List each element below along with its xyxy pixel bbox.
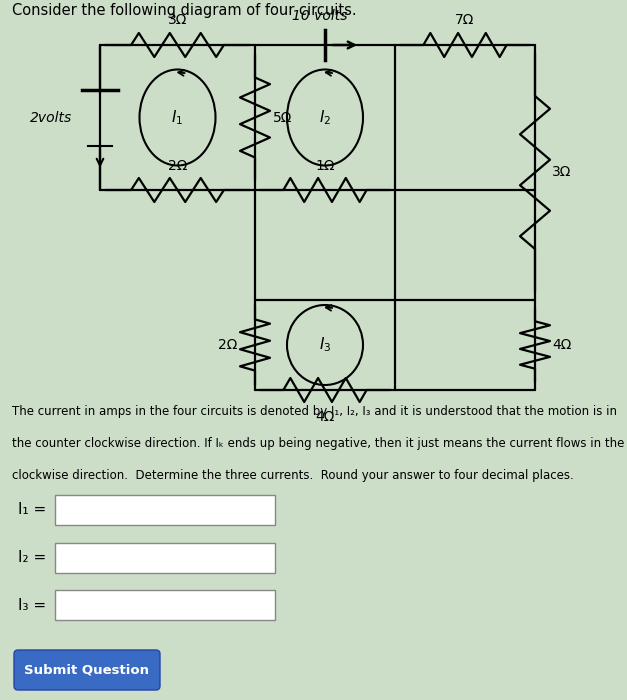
Text: 2volts: 2volts bbox=[29, 111, 72, 125]
Text: the counter clockwise direction. If Iₖ ends up being negative, then it just mean: the counter clockwise direction. If Iₖ e… bbox=[12, 437, 624, 450]
Text: $I_1$: $I_1$ bbox=[171, 108, 184, 127]
FancyBboxPatch shape bbox=[55, 590, 275, 620]
Text: 3Ω: 3Ω bbox=[168, 13, 187, 27]
Text: Consider the following diagram of four circuits.: Consider the following diagram of four c… bbox=[12, 3, 357, 18]
Text: clockwise direction.  Determine the three currents.  Round your answer to four d: clockwise direction. Determine the three… bbox=[12, 469, 574, 482]
Text: 5Ω: 5Ω bbox=[273, 111, 292, 125]
Text: $I_2$: $I_2$ bbox=[319, 108, 331, 127]
Text: 4Ω: 4Ω bbox=[552, 338, 571, 352]
Text: 10 volts: 10 volts bbox=[292, 9, 348, 23]
Text: I₁ =: I₁ = bbox=[18, 503, 46, 517]
Text: 7Ω: 7Ω bbox=[455, 13, 475, 27]
Text: 4Ω: 4Ω bbox=[315, 410, 335, 424]
FancyBboxPatch shape bbox=[14, 650, 160, 690]
Text: I₂ =: I₂ = bbox=[18, 550, 46, 566]
Text: Submit Question: Submit Question bbox=[24, 664, 149, 676]
Text: $I_3$: $I_3$ bbox=[319, 335, 331, 354]
Text: 2Ω: 2Ω bbox=[168, 159, 187, 173]
FancyBboxPatch shape bbox=[55, 495, 275, 525]
Text: 1Ω: 1Ω bbox=[315, 159, 335, 173]
Text: I₃ =: I₃ = bbox=[18, 598, 46, 612]
Text: The current in amps in the four circuits is denoted by I₁, I₂, I₃ and it is unde: The current in amps in the four circuits… bbox=[12, 405, 617, 418]
Text: 3Ω: 3Ω bbox=[552, 165, 571, 179]
FancyBboxPatch shape bbox=[55, 543, 275, 573]
Text: 2Ω: 2Ω bbox=[218, 338, 237, 352]
